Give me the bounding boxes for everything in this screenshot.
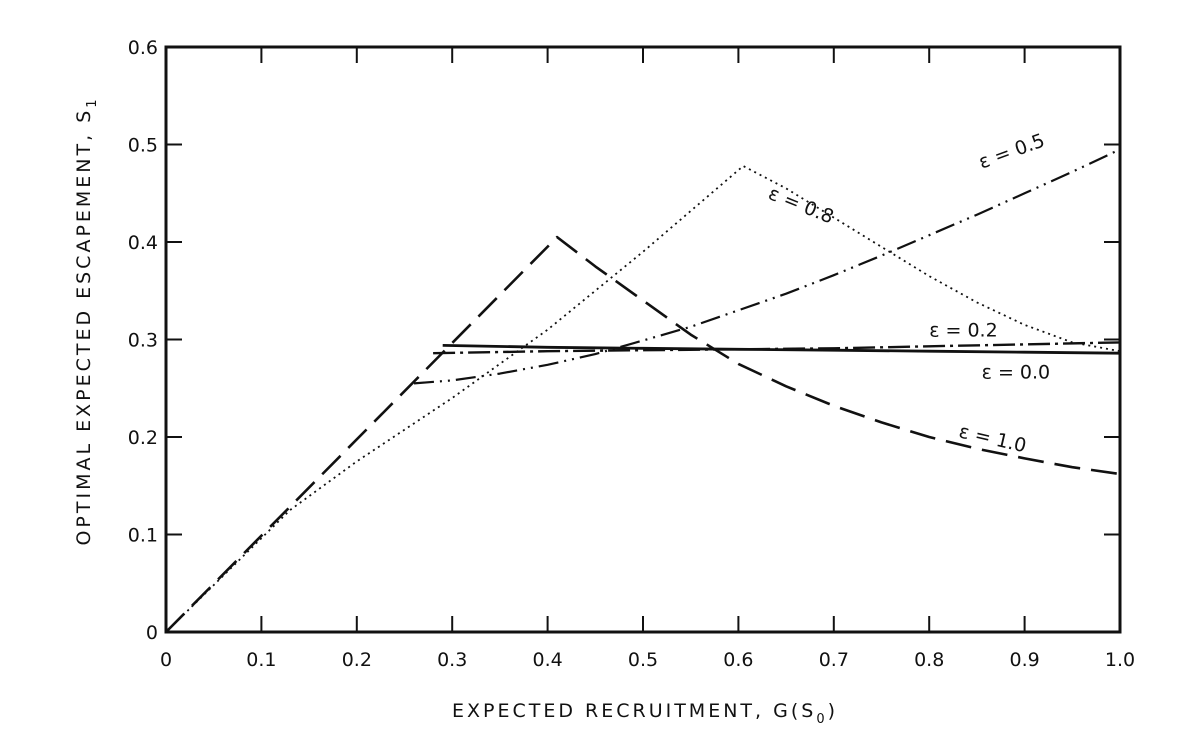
x-tick-label-7: 0.7 xyxy=(819,649,849,671)
series-line-4 xyxy=(442,344,1121,355)
y-tick-label-6: 0.6 xyxy=(128,37,158,59)
x-tick-label-9: 0.9 xyxy=(1009,649,1039,671)
tick-labels: 0 0.1 0.2 0.3 0.4 0.5 0.6 0.7 0.8 0.9 1.0 0 0.1 0.2 0.… xyxy=(128,37,1135,671)
series-line-2 xyxy=(413,148,1121,385)
y-tick-label-4: 0.4 xyxy=(128,232,158,254)
x-tick-label-2: 0.2 xyxy=(342,649,372,671)
x-tick-label-1: 0.1 xyxy=(246,649,276,671)
x-tick-label-6: 0.6 xyxy=(723,649,753,671)
series-line-0 xyxy=(165,235,1121,633)
x-tick-label-5: 0.5 xyxy=(628,649,658,671)
x-tick-label-4: 0.4 xyxy=(532,649,562,671)
y-tick-label-2: 0.2 xyxy=(128,427,158,449)
series-lines xyxy=(165,148,1121,633)
x-axis-title: EXPECTED RECRUITMENT, G(S0) xyxy=(452,700,838,727)
x-tick-label-3: 0.3 xyxy=(437,649,467,671)
series-line-1 xyxy=(165,165,1121,633)
y-axis-title-subscript: 1 xyxy=(85,96,100,107)
y-tick-label-0: 0 xyxy=(146,622,158,644)
y-tick-label-5: 0.5 xyxy=(128,135,158,157)
series-label-3: ε = 0.0 xyxy=(982,362,1050,384)
series-labels: ε = 0.8ε = 0.5ε = 0.2ε = 0.0ε = 1.0 xyxy=(765,129,1050,457)
x-axis-title-end: ) xyxy=(828,700,838,722)
x-tick-label-8: 0.8 xyxy=(914,649,944,671)
x-tick-label-10: 1.0 xyxy=(1105,649,1135,671)
x-tick-label-0: 0 xyxy=(160,649,172,671)
y-tick-label-3: 0.3 xyxy=(128,330,158,352)
axis-ticks xyxy=(165,46,1121,633)
x-axis-title-main: EXPECTED RECRUITMENT, G(S xyxy=(452,700,816,722)
y-axis-title-main: OPTIMAL EXPECTED ESCAPEMENT, S xyxy=(73,108,95,546)
series-label-1: ε = 0.5 xyxy=(976,129,1048,173)
series-label-0: ε = 0.8 xyxy=(765,182,837,228)
series-label-2: ε = 0.2 xyxy=(929,320,998,342)
y-axis-title: OPTIMAL EXPECTED ESCAPEMENT, S1 xyxy=(73,96,100,545)
y-tick-label-1: 0.1 xyxy=(128,525,158,547)
x-axis-title-subscript: 0 xyxy=(816,712,827,727)
